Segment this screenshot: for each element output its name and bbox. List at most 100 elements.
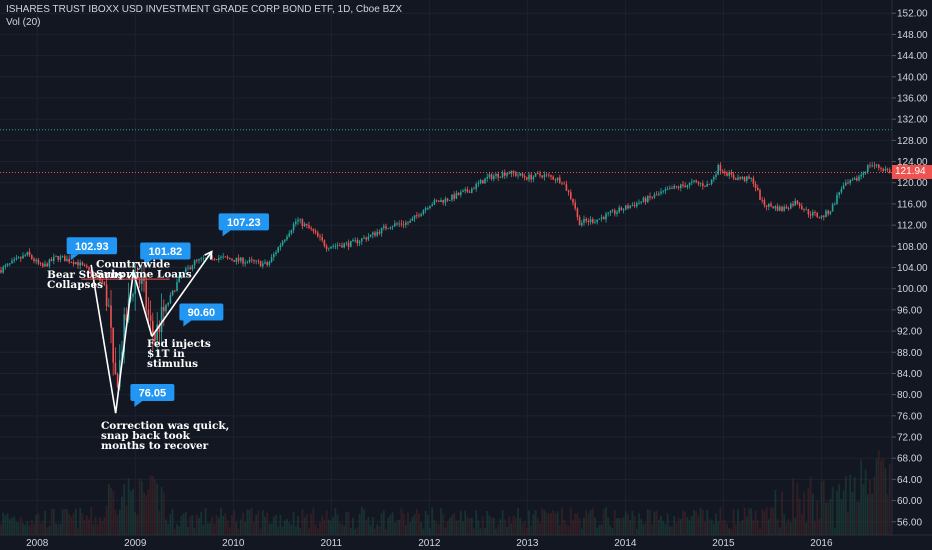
price-callout[interactable]: 101.82 xyxy=(140,242,191,266)
candle-body xyxy=(704,186,706,187)
candle-body xyxy=(763,200,766,206)
candle-body xyxy=(548,174,550,176)
volume-bar xyxy=(532,514,535,535)
candle-body xyxy=(39,263,42,265)
y-tick-label: 148.00 xyxy=(897,30,928,41)
candle-body xyxy=(504,172,506,176)
volume-bar xyxy=(728,528,731,535)
time-axis[interactable]: 2008 2009 2010 2011 2012 2013 2014 2015 2016 xyxy=(26,538,833,549)
y-tick-label: 140.00 xyxy=(897,72,928,83)
candle-body xyxy=(422,210,425,215)
volume-bar xyxy=(712,523,715,535)
candle-body xyxy=(334,245,337,247)
text-annotation-line: Correction was quick, xyxy=(101,420,229,432)
candle-body xyxy=(816,212,818,217)
volume-bar xyxy=(422,528,425,535)
candle-body xyxy=(781,206,783,211)
candle-body xyxy=(262,263,264,267)
candle-body xyxy=(853,178,856,180)
volume-bar xyxy=(833,528,836,535)
volume-bar xyxy=(415,508,418,535)
candle-body xyxy=(699,183,702,185)
candle-body xyxy=(383,226,385,228)
text-annotation-line: $1T in xyxy=(147,348,185,360)
candle-body xyxy=(123,314,125,353)
candle-body xyxy=(4,265,7,267)
candle-body xyxy=(631,205,634,206)
price-callout[interactable]: 102.93 xyxy=(66,237,118,261)
candle-body xyxy=(462,190,464,193)
volume-bar xyxy=(233,510,236,535)
candle-body xyxy=(673,185,675,189)
price-callout[interactable]: 76.05 xyxy=(130,383,175,407)
y-tick-label: 56.00 xyxy=(897,517,922,528)
volume-bar xyxy=(809,476,812,535)
volume-bar xyxy=(523,521,526,535)
candle-body xyxy=(803,209,805,210)
volume-bar xyxy=(475,510,478,535)
candle-body xyxy=(233,260,235,262)
price-axis[interactable]: 56.00 60.00 64.00 68.00 72.00 76.00 80.00 84.00… xyxy=(892,9,928,529)
candle-body xyxy=(209,255,211,257)
candle-body xyxy=(886,168,889,170)
volume-bar xyxy=(506,526,508,535)
volume-bar xyxy=(409,522,412,535)
volume-bar xyxy=(200,511,203,535)
volume-bar xyxy=(277,526,280,535)
candle-body xyxy=(490,174,493,180)
candle-body xyxy=(314,231,317,233)
volume-bar xyxy=(363,509,365,535)
price-callout[interactable]: 107.23 xyxy=(218,213,269,237)
volume-bar xyxy=(123,484,126,535)
volume-bar xyxy=(651,524,654,535)
price-callout[interactable]: 90.60 xyxy=(179,303,224,327)
volume-bar xyxy=(866,494,869,535)
volume-bar xyxy=(28,525,31,535)
volume-bar xyxy=(424,510,427,535)
volume-bar xyxy=(446,521,449,535)
candle-body xyxy=(585,218,587,221)
candle-body xyxy=(783,206,785,211)
volume-bar xyxy=(297,516,299,535)
text-annotation[interactable]: Fed injects $1T in stimulus xyxy=(147,338,211,370)
text-annotation[interactable]: Bear Stearns Collapses xyxy=(47,269,124,291)
candle-body xyxy=(677,186,680,188)
volume-bar xyxy=(435,522,438,535)
volume-bar xyxy=(609,525,612,535)
candle-body xyxy=(554,179,557,181)
volume-bar xyxy=(112,490,115,535)
candle-body xyxy=(297,219,299,222)
candle-body xyxy=(248,259,251,262)
volume-bar xyxy=(761,508,764,535)
volume-bar xyxy=(690,516,693,535)
candle-body xyxy=(286,236,288,240)
candle-body xyxy=(622,209,625,211)
annotations[interactable]: 102.93 101.82 107.23 90.60 76.05 Bear Stearns… xyxy=(47,213,269,452)
candle-body xyxy=(37,259,40,264)
candle-body xyxy=(160,306,163,333)
volume-bar xyxy=(77,528,79,535)
volume-bar xyxy=(842,490,845,535)
volume-bar xyxy=(4,515,7,535)
y-tick-label: 136.00 xyxy=(897,93,928,104)
candle-body xyxy=(860,174,862,177)
candle-body xyxy=(385,226,387,229)
volume-bar xyxy=(11,517,13,535)
candle-body xyxy=(552,176,554,180)
candle-body xyxy=(24,255,26,256)
candle-body xyxy=(792,203,794,206)
price-callout-box xyxy=(179,303,224,321)
candle-body xyxy=(191,265,194,270)
candle-body xyxy=(394,223,396,227)
candle-body xyxy=(308,225,310,228)
candle-body xyxy=(407,222,409,224)
volume-indicator-label[interactable]: Vol (20) xyxy=(6,17,41,28)
candle-body xyxy=(376,231,378,236)
candle-body xyxy=(561,182,563,184)
volume-bar xyxy=(301,509,304,535)
candle-body xyxy=(411,218,414,221)
candle-body xyxy=(739,177,741,179)
text-annotation[interactable]: Correction was quick, snap back took month… xyxy=(101,420,229,452)
text-annotation[interactable]: Countrywide Subprime Loans xyxy=(96,259,192,281)
